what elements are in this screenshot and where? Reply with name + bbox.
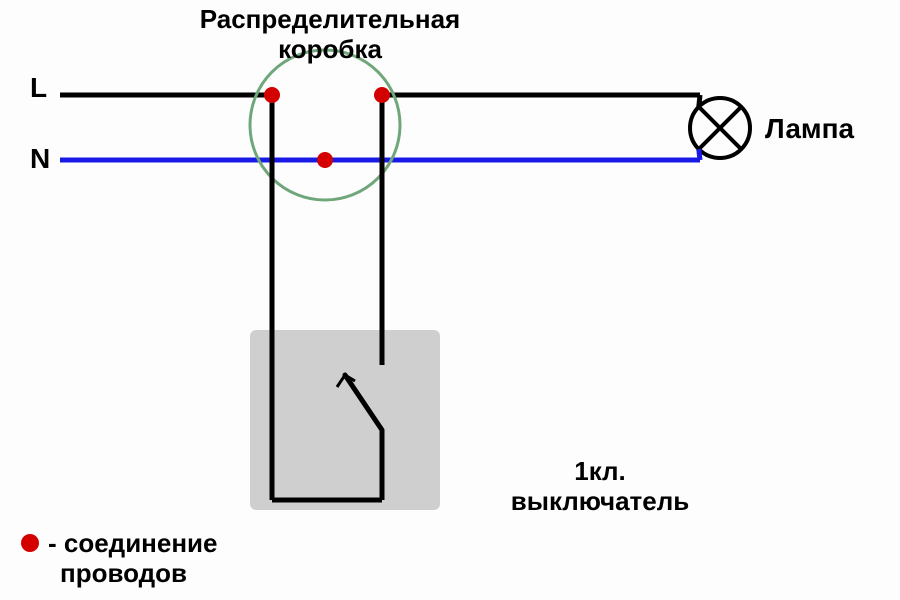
label-L: L: [30, 72, 47, 103]
junction-dot: [317, 152, 333, 168]
background: [0, 0, 900, 600]
junction-dot: [374, 87, 390, 103]
switch-box: [250, 330, 440, 510]
label-switch-2: выключатель: [511, 486, 690, 516]
label-switch-1: 1кл.: [574, 456, 626, 486]
legend-dot: [21, 534, 39, 552]
label-junction-box-1: Распределительная: [200, 4, 460, 34]
lamp-lead-N: [699, 149, 700, 160]
label-junction-box-2: коробка: [278, 34, 382, 64]
label-N: N: [30, 143, 50, 174]
label-lamp: Лампа: [765, 113, 855, 144]
label-legend-1: - соединение: [48, 528, 217, 558]
junction-dot: [264, 87, 280, 103]
wiring-diagram: L N Распределительная коробка Лампа 1кл.…: [0, 0, 900, 600]
label-legend-2: проводов: [60, 558, 187, 588]
lamp-lead-L: [699, 95, 700, 107]
